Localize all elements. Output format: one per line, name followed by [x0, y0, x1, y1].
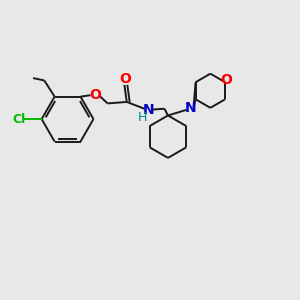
Text: Cl: Cl: [12, 112, 26, 126]
Text: H: H: [138, 111, 148, 124]
Text: O: O: [220, 73, 232, 87]
Text: N: N: [185, 100, 197, 115]
Text: O: O: [89, 88, 101, 102]
Text: N: N: [142, 103, 154, 117]
Text: O: O: [120, 72, 131, 86]
